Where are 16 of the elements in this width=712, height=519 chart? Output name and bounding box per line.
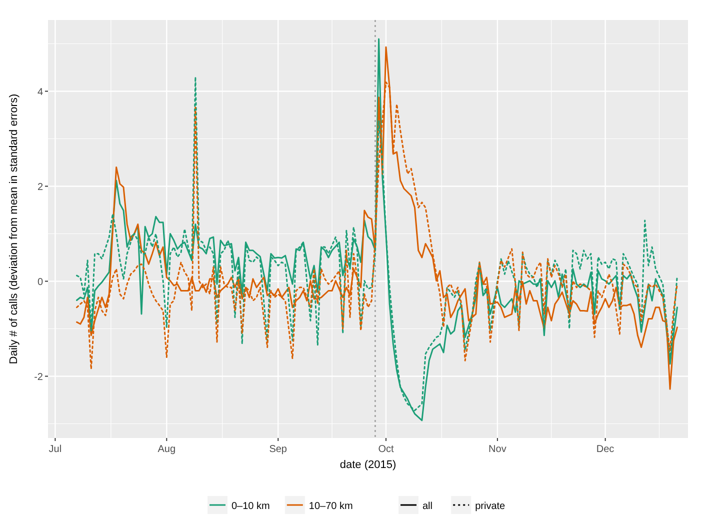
legend-label: 0–10 km bbox=[232, 501, 270, 512]
x-tick-label: Sep bbox=[269, 444, 288, 455]
x-axis-title: date (2015) bbox=[340, 459, 396, 471]
x-tick-label: Nov bbox=[488, 444, 506, 455]
text: all bbox=[422, 501, 433, 512]
y-tick-label: 4 bbox=[37, 86, 44, 98]
y-axis-title: Daily # of calls (deviation from mean in standard errors) bbox=[8, 94, 20, 364]
x-tick-label: Oct bbox=[378, 444, 394, 455]
x-tick-label: Dec bbox=[596, 444, 614, 455]
text: private bbox=[475, 501, 506, 512]
legend-label: 10–70 km bbox=[308, 501, 353, 512]
y-tick-label: 0 bbox=[37, 276, 44, 288]
x-tick-label: Aug bbox=[158, 444, 176, 455]
y-tick-label: -2 bbox=[34, 372, 44, 383]
y-tick-label: 2 bbox=[37, 182, 44, 193]
x-tick-label: Jul bbox=[48, 444, 62, 455]
